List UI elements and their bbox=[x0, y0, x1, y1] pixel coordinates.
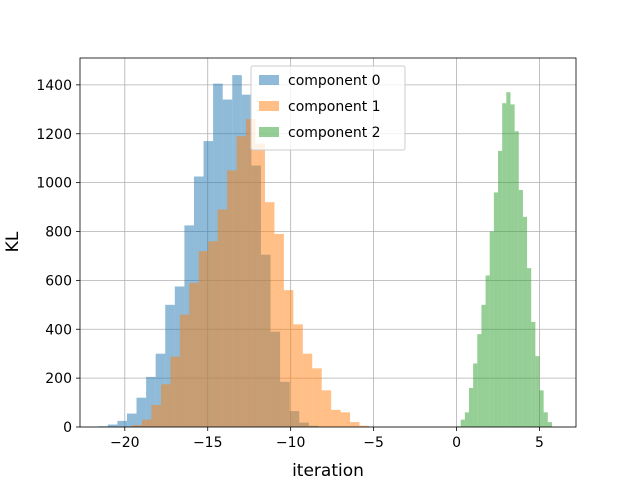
series-2-bars bbox=[456, 92, 552, 428]
legend: component 0 component 1 component 2 bbox=[250, 65, 406, 151]
y-tick-label: 800 bbox=[45, 225, 72, 241]
legend-box bbox=[250, 65, 406, 151]
bar bbox=[469, 387, 474, 427]
bar bbox=[126, 413, 137, 427]
bar bbox=[246, 119, 256, 427]
y-axis-label: KL bbox=[3, 231, 23, 252]
y-tick-label: 1000 bbox=[36, 176, 72, 192]
legend-swatch bbox=[259, 127, 279, 137]
x-tick-label: −15 bbox=[193, 435, 223, 451]
bar bbox=[264, 202, 275, 427]
y-axis: 0 200 400 600 800 1000 1200 1400 bbox=[36, 78, 80, 436]
bar bbox=[217, 209, 228, 427]
bar bbox=[464, 412, 470, 427]
legend-swatch bbox=[259, 75, 279, 85]
bar bbox=[170, 356, 180, 427]
bar bbox=[340, 412, 351, 427]
bar bbox=[527, 268, 532, 427]
legend-label: component 1 bbox=[288, 99, 381, 115]
bar bbox=[107, 424, 118, 427]
x-tick-label: −20 bbox=[110, 435, 140, 451]
bar bbox=[477, 334, 482, 427]
x-tick-label: −10 bbox=[276, 435, 306, 451]
bar bbox=[539, 390, 544, 427]
x-tick-label: 5 bbox=[535, 435, 544, 451]
bar bbox=[514, 131, 519, 427]
bar bbox=[151, 405, 161, 427]
bar bbox=[518, 189, 523, 427]
y-tick-label: 600 bbox=[45, 273, 72, 289]
y-tick-label: 400 bbox=[45, 322, 72, 338]
x-tick-label: 0 bbox=[452, 435, 461, 451]
legend-label: component 2 bbox=[288, 125, 381, 141]
bar bbox=[489, 231, 494, 427]
legend-label: component 0 bbox=[288, 73, 381, 89]
plot-frame bbox=[79, 57, 577, 428]
x-tick-label: −5 bbox=[363, 435, 384, 451]
bar bbox=[165, 304, 175, 427]
bar bbox=[227, 170, 237, 428]
bar bbox=[350, 422, 360, 427]
bar bbox=[293, 324, 303, 427]
bar bbox=[481, 304, 486, 427]
bar bbox=[208, 241, 218, 427]
bar bbox=[547, 422, 552, 427]
legend-swatch bbox=[259, 101, 279, 111]
bar bbox=[522, 216, 528, 427]
bar bbox=[255, 143, 265, 428]
bar bbox=[321, 390, 332, 427]
bar bbox=[302, 353, 313, 427]
bar bbox=[132, 425, 143, 427]
bar bbox=[160, 384, 171, 427]
bar bbox=[531, 321, 536, 427]
y-tick-label: 200 bbox=[45, 371, 72, 387]
bar bbox=[535, 356, 540, 427]
bar bbox=[198, 251, 209, 427]
bar bbox=[136, 397, 147, 427]
bar bbox=[283, 290, 294, 427]
histogram-bars bbox=[98, 75, 552, 428]
bar bbox=[359, 425, 369, 427]
y-tick-label: 1400 bbox=[36, 78, 72, 94]
bar bbox=[506, 92, 511, 428]
y-tick-label: 1200 bbox=[36, 127, 72, 143]
bar bbox=[142, 419, 152, 427]
series-1-bars bbox=[123, 119, 369, 428]
bar bbox=[312, 368, 322, 427]
bar bbox=[543, 412, 548, 427]
bar bbox=[502, 103, 507, 427]
bar bbox=[473, 363, 478, 427]
bar bbox=[498, 150, 503, 427]
bar bbox=[331, 409, 341, 427]
bar bbox=[485, 275, 490, 427]
x-axis-label: iteration bbox=[292, 461, 364, 480]
x-axis: −20 −15 −10 −5 0 5 bbox=[110, 427, 544, 451]
bar bbox=[460, 419, 465, 427]
bar bbox=[236, 136, 247, 427]
bar bbox=[179, 314, 190, 427]
bar bbox=[510, 104, 515, 427]
bar bbox=[155, 353, 166, 427]
bar bbox=[189, 282, 199, 427]
bar bbox=[493, 192, 499, 427]
y-tick-label: 0 bbox=[63, 420, 72, 436]
bar bbox=[274, 233, 284, 427]
bar bbox=[146, 376, 156, 427]
bar bbox=[117, 420, 127, 427]
